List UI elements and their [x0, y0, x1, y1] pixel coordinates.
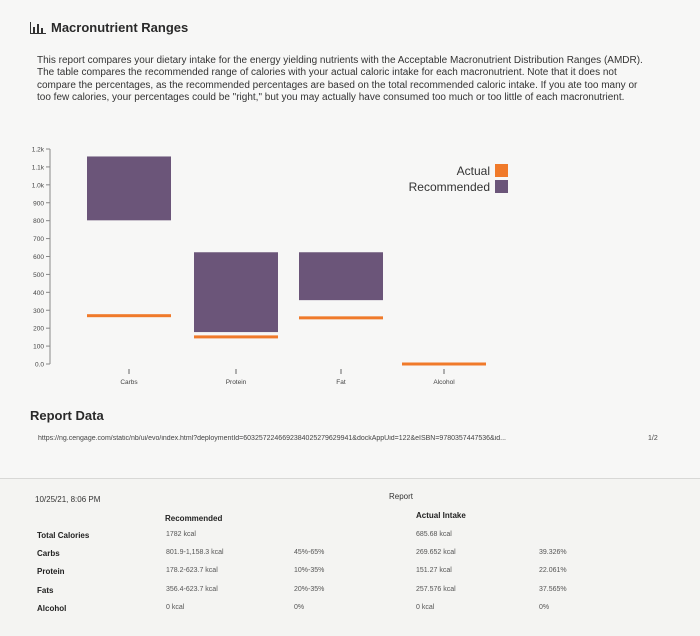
- report-page-lower: [0, 478, 700, 636]
- recommended-range-bar: [87, 156, 171, 221]
- recommended-kcal: 356.4-623.7 kcal: [166, 586, 218, 593]
- row-label: Total Calories: [37, 531, 90, 540]
- bar-chart-icon: [30, 21, 46, 34]
- y-tick-label: 600: [33, 254, 44, 261]
- y-tick-label: 200: [33, 326, 44, 333]
- row-label: Fats: [37, 586, 54, 595]
- x-tick-label: Alcohol: [433, 379, 455, 386]
- recommended-pct-range: 0%: [294, 604, 305, 611]
- print-datetime: 10/25/21, 8:06 PM: [35, 495, 101, 504]
- actual-pct: 0%: [539, 604, 550, 611]
- col-header-actual: Actual Intake: [416, 511, 466, 520]
- y-tick-label: 1.0k: [32, 182, 45, 189]
- actual-pct: 39.326%: [539, 549, 567, 556]
- x-tick-label: Protein: [226, 379, 247, 386]
- recommended-kcal: 1782 kcal: [166, 531, 196, 538]
- actual-intake-marker: [402, 362, 486, 366]
- col-header-recommended: Recommended: [165, 514, 223, 523]
- legend-label: Actual: [457, 164, 490, 178]
- y-tick-label: 1.1k: [32, 164, 45, 171]
- actual-kcal: 257.576 kcal: [416, 586, 456, 593]
- recommended-pct-range: 45%-65%: [294, 549, 325, 556]
- recommended-kcal: 0 kcal: [166, 604, 185, 611]
- recommended-range-bar: [299, 252, 383, 301]
- actual-kcal: 151.27 kcal: [416, 567, 452, 574]
- y-tick-label: 800: [33, 218, 44, 225]
- actual-pct: 22.061%: [539, 567, 567, 574]
- y-tick-label: 700: [33, 236, 44, 243]
- recommended-pct-range: 20%-35%: [294, 586, 325, 593]
- y-tick-label: 900: [33, 200, 44, 207]
- section-title: Macronutrient Ranges: [30, 20, 188, 35]
- report-label: Report: [389, 492, 414, 501]
- report-page-upper: [0, 0, 700, 478]
- row-label: Protein: [37, 567, 65, 576]
- legend-swatch: [495, 180, 508, 193]
- y-tick-label: 500: [33, 272, 44, 279]
- x-tick-label: Fat: [336, 379, 346, 386]
- y-tick-label: 1.2k: [32, 147, 45, 154]
- actual-pct: 37.565%: [539, 586, 567, 593]
- row-label: Carbs: [37, 549, 60, 558]
- x-tick-label: Carbs: [120, 379, 138, 386]
- recommended-range-bar: [194, 252, 278, 333]
- actual-kcal: 685.68 kcal: [416, 531, 452, 538]
- y-tick-label: 400: [33, 290, 44, 297]
- y-tick-label: 100: [33, 344, 44, 351]
- recommended-kcal: 178.2-623.7 kcal: [166, 567, 218, 574]
- page-number: 1/2: [648, 435, 658, 442]
- actual-kcal: 0 kcal: [416, 604, 435, 611]
- page-url: https://ng.cengage.com/static/nb/ui/evo/…: [38, 435, 506, 442]
- actual-intake-marker: [194, 335, 278, 339]
- macronutrient-chart: 0.0 100 200 300 400 500 600 700 800 900 1.0k 1.1k 1.…: [32, 147, 508, 386]
- report-data-heading: Report Data: [30, 408, 104, 423]
- legend-label: Recommended: [409, 180, 490, 194]
- row-label: Alcohol: [37, 604, 67, 613]
- section-title-text: Macronutrient Ranges: [51, 20, 189, 35]
- recommended-pct-range: 10%-35%: [294, 567, 325, 574]
- actual-intake-marker: [299, 316, 383, 320]
- legend-swatch: [495, 164, 508, 177]
- actual-intake-marker: [87, 314, 171, 318]
- y-tick-label: 300: [33, 308, 44, 315]
- actual-kcal: 269.652 kcal: [416, 549, 456, 556]
- y-tick-label: 0.0: [35, 362, 44, 369]
- intro-paragraph: This report compares your dietary intake…: [37, 55, 643, 103]
- recommended-kcal: 801.9-1,158.3 kcal: [166, 549, 224, 556]
